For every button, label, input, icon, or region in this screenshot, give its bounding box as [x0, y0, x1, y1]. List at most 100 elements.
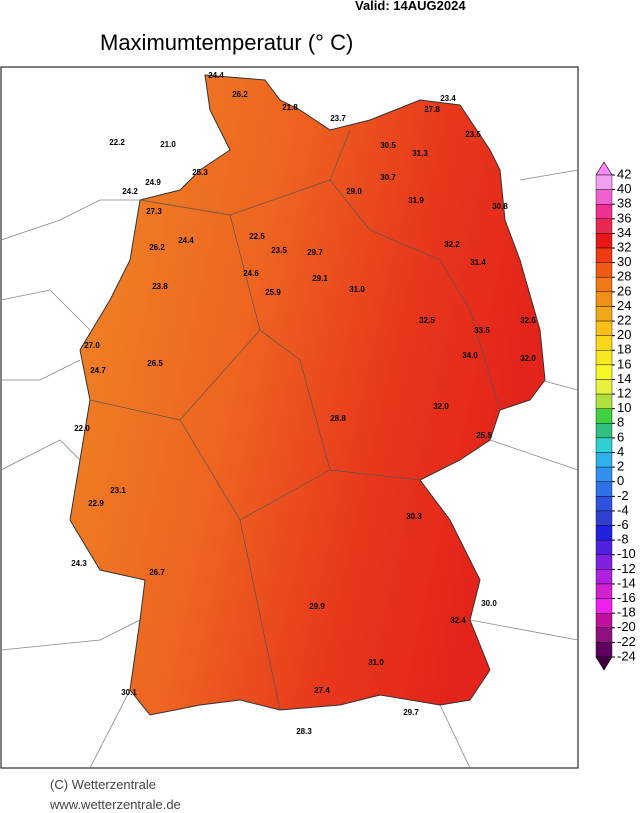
legend-tick-label: 28 — [617, 269, 631, 284]
station-value: 27.0 — [84, 341, 100, 350]
station-value: 23.4 — [440, 94, 456, 103]
station-value: 29.9 — [309, 602, 325, 611]
legend-tick-label: -6 — [617, 517, 629, 532]
legend-swatch — [595, 393, 613, 409]
legend-swatch — [595, 174, 613, 190]
legend-swatch — [595, 233, 613, 249]
legend-tick-label: 8 — [617, 415, 624, 430]
legend-tick-label: -2 — [617, 488, 629, 503]
legend-tick-label: 18 — [617, 342, 631, 357]
legend-tick-label: 26 — [617, 283, 631, 298]
station-value: 23.5 — [465, 130, 481, 139]
station-value: 30.3 — [406, 512, 422, 521]
legend-tick-label: 20 — [617, 327, 631, 342]
station-value: 30.5 — [380, 141, 396, 150]
legend-swatch — [595, 642, 613, 658]
legend-swatch — [595, 247, 613, 263]
station-value: 28.3 — [296, 727, 312, 736]
legend-tick-label: 42 — [617, 166, 631, 181]
station-value: 30.1 — [121, 688, 137, 697]
legend-tick-label: 32 — [617, 239, 631, 254]
station-value: 24.4 — [208, 71, 224, 80]
station-value: 29.7 — [307, 248, 323, 257]
legend-tick-label: 16 — [617, 356, 631, 371]
legend-tick-label: -20 — [617, 619, 636, 634]
legend-tick-label: -12 — [617, 561, 636, 576]
legend-tick-label: 38 — [617, 196, 631, 211]
legend-swatch — [595, 481, 613, 497]
station-value: 24.4 — [178, 236, 194, 245]
legend-tick-label: 30 — [617, 254, 631, 269]
legend-swatch — [595, 612, 613, 628]
station-value: 26.2 — [149, 243, 165, 252]
legend-tick-label: -16 — [617, 590, 636, 605]
legend-tick-label: 0 — [617, 473, 624, 488]
valid-date: Valid: 14AUG2024 — [355, 0, 466, 13]
color-legend: 424038363432302826242220181614121086420-… — [595, 161, 636, 671]
station-value: 27.4 — [314, 686, 330, 695]
legend-swatch — [595, 204, 613, 220]
station-value: 23.8 — [152, 282, 168, 291]
source-url: www.wetterzentrale.de — [49, 797, 181, 812]
station-value: 31.3 — [412, 149, 428, 158]
legend-swatch — [595, 189, 613, 205]
legend-swatch — [595, 291, 613, 307]
station-value: 33.5 — [474, 326, 490, 335]
station-value: 27.3 — [146, 207, 162, 216]
legend-swatch — [595, 569, 613, 585]
station-value: 22.9 — [88, 499, 104, 508]
legend-swatch — [595, 496, 613, 512]
legend-tick-label: 22 — [617, 312, 631, 327]
copyright: (C) Wetterzentrale — [50, 777, 156, 792]
station-value: 34.0 — [462, 351, 478, 360]
station-value: 23.5 — [271, 246, 287, 255]
station-value: 31.4 — [470, 258, 486, 267]
legend-tick-label: -10 — [617, 546, 636, 561]
station-value: 32.5 — [419, 316, 435, 325]
legend-tick-label: 40 — [617, 181, 631, 196]
legend-swatch — [595, 554, 613, 570]
legend-tick-label: -24 — [617, 648, 636, 663]
station-value: 24.2 — [122, 187, 138, 196]
station-value: 32.2 — [444, 240, 460, 249]
station-value: 32.6 — [520, 316, 536, 325]
station-value: 22.0 — [74, 424, 90, 433]
station-value: 32.0 — [520, 354, 536, 363]
legend-swatch — [595, 277, 613, 293]
legend-tick-label: -22 — [617, 634, 636, 649]
station-value: 29.7 — [403, 708, 419, 717]
state-borders — [89, 129, 501, 711]
legend-tick-label: -8 — [617, 532, 629, 547]
station-value: 29.0 — [346, 187, 362, 196]
station-value: 24.9 — [145, 178, 161, 187]
station-value: 30.7 — [380, 173, 396, 182]
station-value: 22.2 — [109, 138, 125, 147]
legend-swatch — [595, 583, 613, 599]
station-value: 24.3 — [71, 559, 87, 568]
station-value: 21.8 — [282, 103, 298, 112]
legend-swatch — [595, 525, 613, 541]
legend-swatch — [595, 262, 613, 278]
legend-swatch — [595, 379, 613, 395]
station-value: 31.9 — [408, 196, 424, 205]
station-value: 24.7 — [90, 366, 106, 375]
station-value: 31.0 — [349, 285, 365, 294]
legend-swatch — [595, 364, 613, 380]
station-value: 32.0 — [433, 402, 449, 411]
station-value: 26.5 — [147, 359, 163, 368]
station-value: 23.1 — [110, 486, 126, 495]
station-value: 23.7 — [330, 114, 346, 123]
legend-swatch — [595, 452, 613, 468]
legend-tick-label: 14 — [617, 371, 631, 386]
station-value: 27.8 — [424, 105, 440, 114]
station-value: 25.9 — [265, 288, 281, 297]
legend-cap-bottom — [595, 656, 613, 671]
station-value: 26.7 — [149, 568, 165, 577]
station-value: 26.2 — [232, 90, 248, 99]
legend-swatch — [595, 320, 613, 336]
germany-area — [69, 74, 546, 716]
station-value: 22.5 — [249, 232, 265, 241]
legend-tick-label: -4 — [617, 502, 629, 517]
legend-swatch — [595, 306, 613, 322]
station-value: 25.5 — [476, 431, 492, 440]
